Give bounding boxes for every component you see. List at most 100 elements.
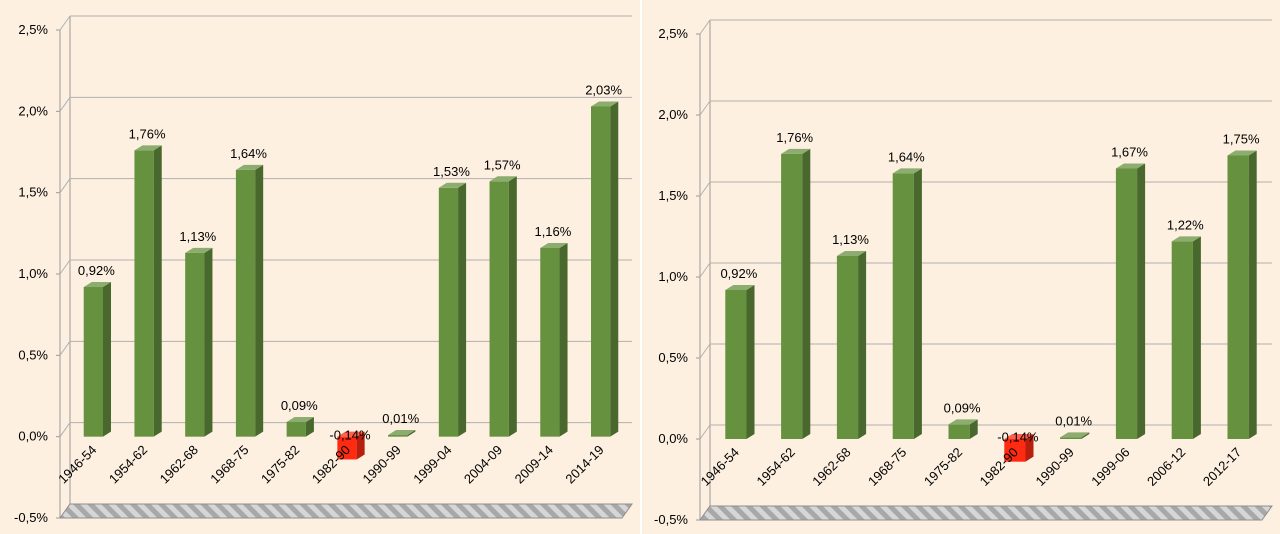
bar <box>1171 236 1201 439</box>
bar-top <box>836 250 867 256</box>
bar-side <box>305 417 314 437</box>
bar <box>590 101 619 437</box>
grid-connector <box>59 422 71 437</box>
bar-side <box>802 148 811 439</box>
y-tick-label: 0,5% <box>18 347 48 362</box>
grid-connector <box>699 181 711 197</box>
grid-connector <box>699 100 711 116</box>
data-label: 2,03% <box>585 82 622 97</box>
bar-top <box>185 247 213 253</box>
bar-side <box>1137 163 1146 439</box>
chart-floor <box>59 503 633 519</box>
bar-side <box>746 284 755 439</box>
bar-top <box>235 164 264 170</box>
bar-side <box>1025 434 1034 462</box>
chart-right: -0,5% 0,0% 0,5% 1,0% 1,5% 2,0% 2,5% 0,92% 1946-5… <box>642 0 1280 534</box>
y-tick-label: 2,5% <box>658 26 688 41</box>
data-label: 1,76% <box>129 126 166 141</box>
y-tick-label: 1,5% <box>658 188 688 203</box>
bar-front <box>590 106 611 437</box>
bar <box>134 145 162 437</box>
data-label: 0,01% <box>382 411 419 426</box>
grid-connector <box>59 178 71 193</box>
bar-front <box>83 287 104 437</box>
grid-connector <box>699 19 711 35</box>
bar-top <box>388 430 416 436</box>
bar-side <box>153 145 162 437</box>
bar <box>185 247 213 437</box>
bar <box>948 419 978 439</box>
bar-side <box>356 431 365 460</box>
data-label: 1,13% <box>832 232 869 247</box>
bar-top <box>1060 432 1090 438</box>
bar-front <box>1115 168 1138 439</box>
bar-front <box>489 181 509 437</box>
data-label: 1,16% <box>534 224 571 239</box>
bar-front <box>388 435 408 437</box>
grid-connector <box>59 15 71 31</box>
bar-side <box>204 247 213 437</box>
bar-front <box>235 169 256 437</box>
bar-side <box>1248 150 1257 439</box>
bar-top <box>948 419 978 425</box>
bar-side <box>103 282 112 437</box>
bar-side <box>458 182 467 437</box>
y-tick-label: 1,5% <box>18 185 48 200</box>
bar-top <box>438 182 467 188</box>
data-label: 0,09% <box>944 400 981 415</box>
bar-front <box>948 424 970 439</box>
grid-connector <box>59 97 71 112</box>
grid-connector <box>699 262 711 278</box>
bar-top <box>1227 150 1257 156</box>
data-label: 1,64% <box>888 149 925 164</box>
bar <box>1227 150 1257 439</box>
y-tick-label: 2,0% <box>658 107 688 122</box>
bar-top <box>1171 236 1201 242</box>
bar <box>781 148 811 439</box>
grid-connector <box>59 259 71 275</box>
data-label: 1,57% <box>484 157 521 172</box>
bar-top <box>781 148 811 154</box>
y-tick-label: 0,5% <box>658 350 688 365</box>
y-tick-label: -0,5% <box>14 510 48 525</box>
data-label: 0,01% <box>1055 413 1092 428</box>
bar <box>235 164 264 437</box>
bar-side <box>255 164 264 437</box>
bar <box>337 431 365 460</box>
data-label: 1,53% <box>433 164 470 179</box>
bar-front <box>185 252 205 437</box>
bar-front <box>836 255 859 439</box>
chart-right-svg: -0,5%0,0%0,5%1,0%1,5%2,0%2,5%0,92%1946-5… <box>642 0 1280 534</box>
data-label: 1,22% <box>1167 217 1204 232</box>
data-label: 0,92% <box>78 263 115 278</box>
bar <box>1060 432 1090 439</box>
bar-front <box>892 173 914 439</box>
y-tick-label: 1,0% <box>658 269 688 284</box>
bar-top <box>337 431 365 437</box>
data-label: -0,14% <box>997 430 1039 445</box>
grid-connector <box>699 424 711 440</box>
bar <box>836 250 867 439</box>
bar-top <box>286 417 314 423</box>
bar-top <box>725 284 755 290</box>
data-label: 1,67% <box>1111 144 1148 159</box>
bar-front <box>1171 241 1193 439</box>
bar <box>725 284 755 439</box>
bar-front <box>540 247 560 437</box>
plot-background <box>0 0 640 534</box>
data-label: 1,13% <box>179 229 216 244</box>
grid-connector <box>59 341 71 356</box>
bar-side <box>969 419 978 439</box>
bar <box>1115 163 1146 439</box>
bar-top <box>83 282 112 288</box>
bar <box>438 182 467 437</box>
bar <box>83 282 112 437</box>
y-tick-label: 0,0% <box>658 431 688 446</box>
bar-front <box>134 150 154 437</box>
bar-side <box>559 242 568 437</box>
bar <box>1004 434 1034 462</box>
bar-top <box>590 101 619 107</box>
bar-side <box>858 250 867 439</box>
chart-left-svg: -0,5%0,0%0,5%1,0%1,5%2,0%2,5%0,92%1946-5… <box>0 0 640 534</box>
bar-front <box>1060 437 1082 439</box>
